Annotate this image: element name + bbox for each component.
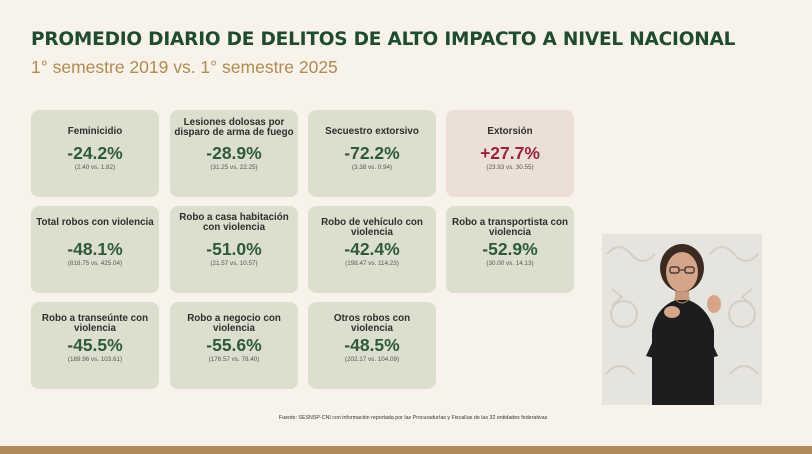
slide-title: PROMEDIO DIARIO DE DELITOS DE ALTO IMPAC…: [31, 29, 736, 50]
card-value: -55.6%: [206, 335, 262, 355]
card-detail: (31.25 vs. 22.25): [210, 164, 258, 171]
card-label: Total robos con violencia: [36, 217, 154, 228]
card-label: Secuestro extorsivo: [325, 126, 419, 137]
stat-card-robo-transeunte: Robo a transeúnte con violencia -45.5% (…: [31, 302, 159, 389]
card-detail: (21.57 vs. 10.57): [210, 260, 258, 267]
card-detail: (23.93 vs. 30.55): [486, 164, 534, 171]
stat-card-robo-vehiculo: Robo de vehículo con violencia -42.4% (1…: [308, 206, 436, 293]
stat-card-robo-transportista: Robo a transportista con violencia -52.9…: [446, 206, 574, 293]
card-value: -24.2%: [67, 143, 123, 163]
card-value: -72.2%: [344, 143, 400, 163]
stat-card-secuestro-extorsivo: Secuestro extorsivo -72.2% (3.38 vs. 0.9…: [308, 110, 436, 197]
card-label: Otros robos con violencia: [333, 313, 411, 334]
card-label: Feminicidio: [67, 126, 123, 137]
card-detail: (176.57 vs. 78.40): [208, 356, 260, 363]
card-detail: (202.17 vs. 104.09): [344, 356, 400, 363]
card-label: Robo de vehículo con violencia: [321, 217, 423, 238]
sign-language-interpreter-video: [602, 234, 762, 405]
card-label: Robo a negocio con violencia: [187, 313, 281, 334]
card-value: +27.7%: [480, 143, 540, 163]
card-label: Robo a transeúnte con violencia: [41, 313, 149, 334]
stat-card-lesiones-dolosas: Lesiones dolosas por disparo de arma de …: [170, 110, 298, 197]
card-detail: (189.96 vs. 103.61): [67, 356, 123, 363]
card-value: -51.0%: [206, 239, 262, 259]
card-detail: (198.47 vs. 114.23): [345, 260, 399, 267]
card-detail: (30.00 vs. 14.13): [486, 260, 534, 267]
card-detail: (818.75 vs. 425.04): [67, 260, 123, 267]
stat-card-feminicidio: Feminicidio -24.2% (2.40 vs. 1.82): [31, 110, 159, 197]
bottom-decorative-bar: [0, 446, 812, 454]
card-value: -45.5%: [67, 335, 123, 355]
stat-card-total-robos: Total robos con violencia -48.1% (818.75…: [31, 206, 159, 293]
card-value: -42.4%: [344, 239, 400, 259]
interpreter-image: [602, 234, 762, 405]
card-value: -48.5%: [344, 335, 400, 355]
stat-card-otros-robos: Otros robos con violencia -48.5% (202.17…: [308, 302, 436, 389]
card-value: -48.1%: [67, 239, 123, 259]
stat-card-extorsion: Extorsión +27.7% (23.93 vs. 30.55): [446, 110, 574, 197]
card-label: Robo a casa habitación con violencia: [179, 212, 289, 233]
card-detail: (2.40 vs. 1.82): [74, 164, 116, 171]
stat-card-robo-casa-habitacion: Robo a casa habitación con violencia -51…: [170, 206, 298, 293]
card-detail: (3.38 vs. 0.94): [351, 164, 393, 171]
card-label: Lesiones dolosas por disparo de arma de …: [174, 117, 294, 138]
stat-card-robo-negocio: Robo a negocio con violencia -55.6% (176…: [170, 302, 298, 389]
card-value: -28.9%: [206, 143, 262, 163]
slide-subtitle: 1° semestre 2019 vs. 1° semestre 2025: [31, 57, 338, 77]
card-label: Robo a transportista con violencia: [452, 217, 568, 238]
source-footnote: Fuente: SESNSP-CNI con información repor…: [279, 415, 548, 421]
card-value: -52.9%: [482, 239, 538, 259]
card-label: Extorsión: [487, 126, 533, 137]
